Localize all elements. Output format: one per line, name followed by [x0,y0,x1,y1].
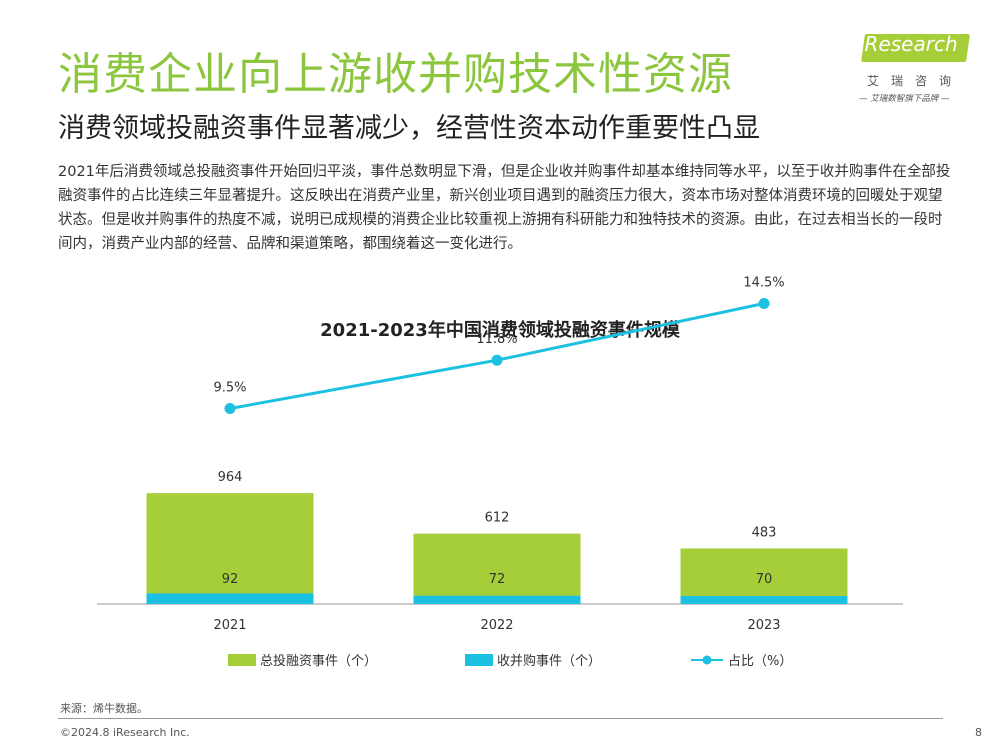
page-title: 消费企业向上游收并购技术性资源 [58,49,733,100]
ratio-point-2023 [758,298,770,309]
label-total-2023: 483 [752,525,777,540]
legend-ratio: 占比（%） [690,650,792,669]
legend-total-swatch [228,653,256,666]
body-paragraph: 2021年后消费领域总投融资事件开始回归平淡，事件总数明显下滑，但是企业收并购事… [58,164,951,252]
legend-ma-swatch [465,653,493,666]
logo-cn-name: 艾瑞咨询 [867,74,964,88]
bar-ma-2022 [413,595,581,604]
legend-ratio-swatch [691,655,723,664]
legend-total: 总投融资事件（个） [228,650,377,669]
label-total-2021: 964 [218,470,243,485]
x-tick-2023: 2023 [747,618,780,633]
source-note: 来源：烯牛数据。 [60,702,148,715]
ratio-point-2022 [491,354,503,366]
label-ma-2023: 70 [756,572,773,587]
x-tick-2022: 2022 [480,618,513,633]
chart-title: 2021-2023年中国消费领域投融资事件规模 [320,320,680,341]
copyright: ©2024.8 iResearch Inc. [60,726,190,739]
bar-ma-2023 [680,595,848,604]
ratio-label-2023: 14.5% [743,276,784,291]
label-total-2022: 612 [485,511,510,526]
legend-total-label: 总投融资事件（个） [260,654,378,669]
label-ma-2021: 92 [222,572,239,587]
bar-total-2023 [680,548,848,604]
iresearch-logo: iResearch 艾瑞咨询 — 艾瑞数智旗下品牌 — [855,28,975,108]
bar-total-2022 [413,533,581,604]
page-subtitle: 消费领域投融资事件显著减少，经营性资本动作重要性凸显 [58,113,760,144]
legend-ratio-label: 占比（%） [728,654,793,669]
label-ma-2022: 72 [489,572,506,587]
logo-brand: iResearch [859,32,958,56]
legend-ma-label: 收并购事件（个） [497,654,602,669]
ratio-label-2021: 9.5% [213,381,246,396]
bar-total-2021 [146,493,314,604]
page-number: 8 [975,726,982,739]
ratio-point-2021 [224,403,236,414]
ratio-label-2022: 11.8% [476,332,517,347]
footer-divider [58,718,943,719]
legend-ma: 收并购事件（个） [465,650,601,669]
x-tick-2021: 2021 [213,618,246,633]
bar-ma-2021 [146,593,314,604]
logo-slogan: — 艾瑞数智旗下品牌 — [859,94,950,104]
